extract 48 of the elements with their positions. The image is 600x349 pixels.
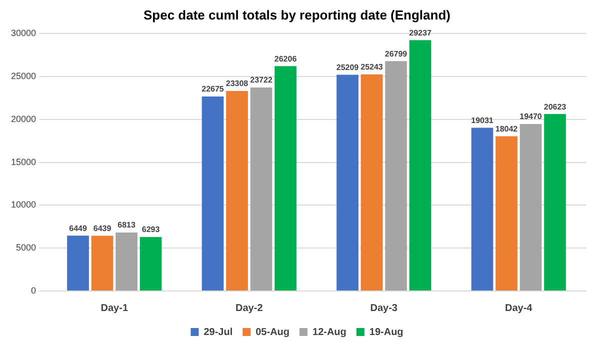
data-label: 25243 [360, 62, 384, 72]
bar [116, 232, 138, 290]
bar [520, 124, 542, 290]
bar [409, 40, 432, 290]
y-tick-label: 15000 [10, 156, 36, 167]
data-label: 6813 [118, 220, 136, 230]
data-label: 6449 [69, 224, 88, 233]
chart-title: Spec date cuml totals by reporting date (England) [144, 7, 450, 22]
y-tick-label: 0 [31, 285, 36, 296]
bar [385, 61, 407, 290]
data-label: 26206 [274, 54, 298, 64]
y-tick-label: 20000 [10, 114, 36, 124]
y-tick-label: 5000 [16, 242, 36, 253]
bar [274, 66, 296, 290]
x-tick-label: Day-1 [100, 302, 128, 314]
bar [336, 74, 358, 290]
data-label: 29237 [409, 28, 432, 38]
y-tick-label: 30000 [10, 28, 36, 38]
legend-label: 29-Jul [204, 326, 233, 338]
legend-label: 05-Aug [256, 326, 290, 338]
bar [226, 91, 248, 290]
y-tick-label: 25000 [10, 70, 36, 81]
data-label: 19031 [471, 116, 494, 125]
data-label: 18042 [495, 124, 518, 134]
data-label: 6439 [93, 224, 112, 233]
data-label: 25209 [336, 62, 360, 72]
x-tick-label: Day-3 [370, 302, 398, 314]
bar [67, 236, 89, 290]
data-label: 22675 [202, 84, 224, 94]
bar [496, 136, 518, 290]
x-tick-label: Day-2 [236, 302, 264, 314]
data-label: 20623 [544, 102, 567, 112]
y-tick-label: 10000 [10, 200, 36, 210]
bar [91, 236, 114, 290]
bar [250, 87, 272, 290]
legend-label: 12-Aug [312, 326, 346, 338]
x-tick-label: Day-4 [505, 302, 533, 314]
bar [140, 237, 162, 290]
legend-label: 19-Aug [369, 326, 404, 338]
data-label: 19470 [520, 112, 542, 122]
bar [202, 96, 224, 290]
data-label: 6293 [142, 225, 160, 234]
bar [544, 114, 566, 290]
bar [360, 74, 383, 290]
data-label: 26799 [384, 49, 408, 58]
data-label: 23308 [226, 79, 249, 88]
data-label: 23722 [250, 76, 273, 85]
bar [471, 128, 494, 290]
